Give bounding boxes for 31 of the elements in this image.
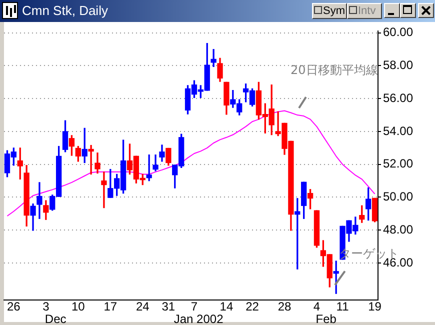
y-tick-label: 60.00 bbox=[383, 25, 414, 40]
x-tick-label: 10 bbox=[71, 300, 86, 314]
x-tick-label: 31 bbox=[162, 300, 176, 314]
toggle-button: Intv bbox=[347, 3, 382, 19]
x-tick-label: 28 bbox=[278, 300, 292, 314]
y-tick-label: 48.00 bbox=[383, 222, 414, 236]
y-tick-label: 54.00 bbox=[383, 124, 414, 138]
x-tick-label: 19 bbox=[368, 300, 382, 314]
text: Feb bbox=[316, 312, 337, 325]
x-tick-label: 4 bbox=[313, 300, 320, 314]
x-tick-label: 26 bbox=[6, 300, 21, 314]
y-tick-label: 58.00 bbox=[383, 58, 414, 72]
x-tick-label: 14 bbox=[220, 300, 234, 314]
toggle-button: Sym bbox=[312, 3, 347, 19]
candlestick bbox=[36, 182, 42, 219]
y-tick-label: 52.00 bbox=[383, 156, 414, 171]
y-tick-label: 56.00 bbox=[383, 90, 414, 105]
chart-title: Cmn Stk, Daily bbox=[22, 3, 108, 19]
x-tick-label: 22 bbox=[246, 300, 260, 314]
x-tick-label: 24 bbox=[136, 300, 150, 314]
candlestick bbox=[88, 144, 94, 175]
text: 20日移動平均線 bbox=[290, 62, 378, 77]
y-tick-label: 50.00 bbox=[383, 190, 414, 204]
x-tick-label: 17 bbox=[104, 300, 118, 314]
x-tick-label: 7 bbox=[190, 300, 198, 314]
candlestick bbox=[210, 48, 216, 68]
x-tick-label: 3 bbox=[42, 300, 50, 314]
text: Dec bbox=[44, 312, 66, 325]
candlestick bbox=[101, 172, 107, 208]
x-tick-label: 11 bbox=[336, 300, 350, 314]
text: Jan 2002 bbox=[174, 312, 224, 325]
